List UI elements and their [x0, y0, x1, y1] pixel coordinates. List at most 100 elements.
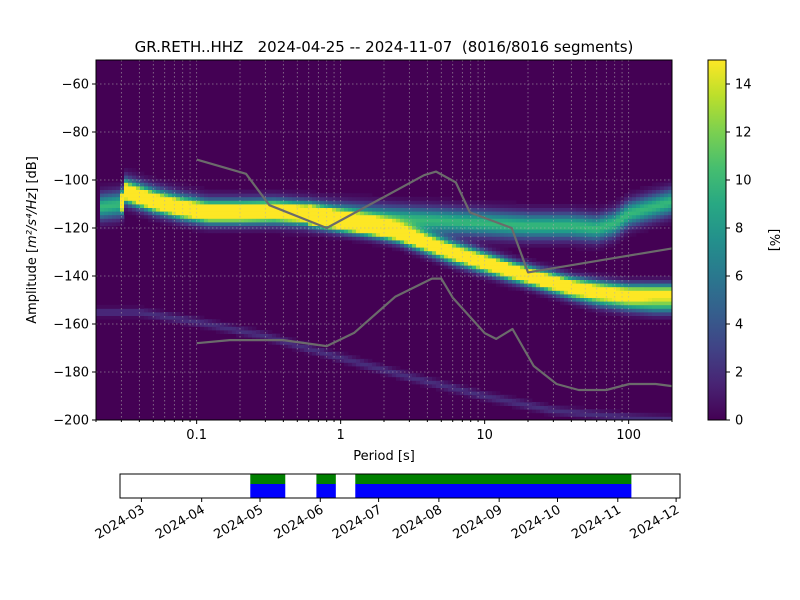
heatmap-cell	[264, 189, 269, 194]
heatmap-cell	[636, 222, 641, 226]
heatmap-cell	[572, 290, 577, 295]
heatmap-cell	[360, 240, 365, 244]
heatmap-cell	[396, 247, 401, 252]
heatmap-cell	[456, 384, 461, 388]
heatmap-cell	[476, 225, 481, 230]
heatmap-cell	[576, 204, 581, 208]
heatmap-cell	[420, 243, 425, 248]
heatmap-cell	[396, 214, 401, 219]
heatmap-cell	[452, 265, 457, 270]
heatmap-cell	[204, 225, 209, 230]
heatmap-cell	[596, 214, 601, 219]
heatmap-cell	[604, 312, 609, 316]
heatmap-cell	[112, 189, 117, 194]
heatmap-cell	[656, 416, 661, 421]
heatmap-cell	[404, 229, 409, 234]
heatmap-cell	[436, 250, 441, 255]
heatmap-cell	[600, 294, 605, 298]
heatmap-cell	[432, 214, 437, 219]
heatmap-cell	[492, 254, 497, 259]
heatmap-cell	[500, 200, 505, 205]
heatmap-cell	[328, 355, 333, 360]
heatmap-cell	[652, 204, 657, 208]
heatmap-cell	[520, 225, 525, 230]
heatmap-cell	[632, 297, 637, 302]
heatmap-cell	[340, 225, 345, 230]
heatmap-cell	[640, 297, 645, 302]
heatmap-cell	[428, 380, 433, 385]
heatmap-cell	[604, 272, 609, 277]
heatmap-cell	[448, 387, 453, 392]
heatmap-cell	[536, 279, 541, 284]
heatmap-cell	[628, 204, 633, 208]
heatmap-cell	[444, 196, 449, 201]
heatmap-cell	[400, 204, 405, 208]
heatmap-cell	[652, 276, 657, 280]
heatmap-cell	[228, 330, 233, 334]
heatmap-cell	[184, 222, 189, 226]
heatmap-cell	[668, 315, 673, 320]
heatmap-cell	[120, 196, 125, 201]
heatmap-cell	[540, 265, 545, 270]
heatmap-cell	[240, 214, 245, 219]
heatmap-cell	[284, 200, 289, 205]
heatmap-cell	[420, 250, 425, 255]
heatmap-cell	[648, 200, 653, 205]
heatmap-cell	[432, 222, 437, 226]
heatmap-cell	[456, 387, 461, 392]
heatmap-cell	[464, 261, 469, 266]
heatmap-cell	[168, 315, 173, 320]
heatmap-cell	[496, 225, 501, 230]
heatmap-cell	[284, 344, 289, 349]
heatmap-cell	[432, 211, 437, 216]
heatmap-cell	[400, 373, 405, 378]
heatmap-cell	[448, 391, 453, 396]
heatmap-cell	[600, 247, 605, 252]
heatmap-cell	[492, 243, 497, 248]
heatmap-cell	[616, 308, 621, 313]
heatmap-cell	[448, 222, 453, 226]
heatmap-cell	[568, 243, 573, 248]
heatmap-cell	[144, 308, 149, 313]
heatmap-cell	[368, 214, 373, 219]
heatmap-cell	[156, 218, 161, 223]
heatmap-cell	[304, 189, 309, 194]
heatmap-cell	[440, 384, 445, 388]
heatmap-cell	[148, 308, 153, 313]
heatmap-cell	[488, 225, 493, 230]
heatmap-cell	[244, 207, 249, 212]
heatmap-cell	[372, 362, 377, 367]
heatmap-cell	[436, 229, 441, 234]
heatmap-cell	[424, 229, 429, 234]
heatmap-cell	[620, 412, 625, 417]
heatmap-cell	[256, 333, 261, 338]
heatmap-cell	[452, 207, 457, 212]
heatmap-cell	[492, 229, 497, 234]
heatmap-cell	[356, 193, 361, 198]
heatmap-cell	[452, 387, 457, 392]
heatmap-cell	[648, 214, 653, 219]
heatmap-cell	[392, 243, 397, 248]
heatmap-cell	[580, 225, 585, 230]
noise-model-curves	[196, 158, 673, 392]
heatmap-cell	[628, 211, 633, 216]
heatmap-cell	[112, 218, 117, 223]
heatmap-cell	[476, 272, 481, 277]
heatmap-cell	[368, 207, 373, 212]
heatmap-cell	[408, 222, 413, 226]
heatmap-cell	[628, 229, 633, 234]
heatmap-cell	[496, 207, 501, 212]
heatmap-cell	[324, 236, 329, 241]
heatmap-cell	[424, 207, 429, 212]
heatmap-cell	[636, 315, 641, 320]
heatmap-cell	[308, 348, 313, 352]
heatmap-cell	[452, 243, 457, 248]
heatmap-cell	[448, 214, 453, 219]
heatmap-cell	[556, 225, 561, 230]
heatmap-cell	[144, 200, 149, 205]
heatmap-cell	[616, 240, 621, 244]
heatmap-cell	[392, 196, 397, 201]
heatmap-cell	[236, 218, 241, 223]
heatmap-cell	[532, 261, 537, 266]
heatmap-cell	[232, 322, 237, 327]
